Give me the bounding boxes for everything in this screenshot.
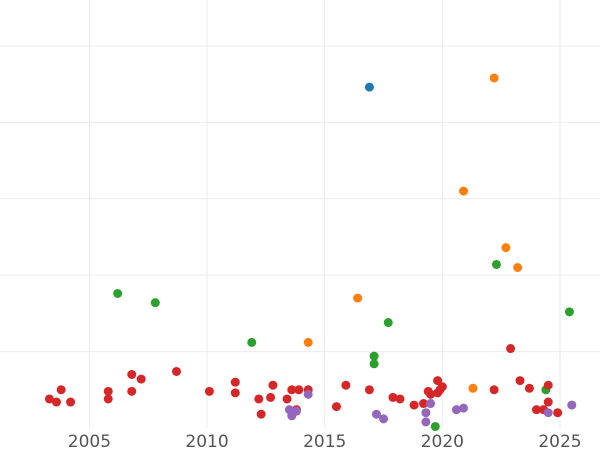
- data-point: [515, 376, 525, 386]
- data-point: [254, 394, 264, 404]
- data-point: [44, 394, 54, 404]
- data-point: [395, 394, 405, 404]
- data-point: [379, 414, 389, 424]
- data-point: [247, 337, 257, 347]
- data-point: [426, 389, 436, 399]
- data-point: [564, 307, 574, 317]
- x-axis-tick-labels: 2005 2010 2015 2020 2025: [68, 432, 582, 450]
- data-point: [459, 403, 469, 413]
- x-tick-label: 2015: [303, 432, 346, 450]
- data-point: [433, 376, 443, 386]
- data-point: [409, 400, 419, 410]
- data-point: [524, 383, 534, 393]
- data-point: [353, 293, 363, 303]
- data-point: [127, 370, 137, 379]
- data-point: [513, 263, 523, 272]
- data-point: [291, 406, 301, 416]
- data-point: [66, 397, 76, 407]
- data-point: [294, 385, 304, 395]
- data-point: [543, 397, 553, 407]
- data-point: [331, 402, 341, 412]
- data-point: [567, 400, 577, 410]
- data-point: [364, 82, 374, 92]
- data-point: [136, 374, 146, 384]
- data-point: [171, 366, 181, 376]
- data-point: [230, 377, 240, 387]
- x-tick-label: 2025: [538, 432, 581, 450]
- data-point: [430, 421, 440, 431]
- data-point: [150, 298, 160, 308]
- data-point: [303, 389, 313, 399]
- data-point: [489, 73, 499, 83]
- data-point: [543, 380, 553, 390]
- data-points: [44, 73, 577, 431]
- data-point: [489, 385, 499, 395]
- data-point: [230, 388, 240, 398]
- data-point: [127, 386, 137, 396]
- data-point: [56, 385, 66, 395]
- data-point: [103, 394, 113, 404]
- data-point: [419, 399, 429, 409]
- data-point: [501, 243, 511, 253]
- data-point: [204, 386, 214, 396]
- x-tick-label: 2020: [421, 432, 464, 450]
- data-point: [451, 405, 461, 415]
- data-point: [113, 288, 123, 298]
- data-point: [369, 359, 379, 369]
- data-point: [287, 385, 297, 395]
- data-point: [421, 417, 431, 427]
- data-point: [256, 409, 266, 419]
- data-point: [383, 318, 393, 328]
- data-point: [103, 386, 113, 396]
- data-point: [266, 392, 276, 402]
- data-point: [506, 344, 516, 354]
- data-point: [421, 408, 431, 418]
- data-point: [437, 382, 447, 392]
- data-point: [282, 394, 292, 404]
- data-point: [364, 385, 374, 395]
- data-point: [468, 383, 478, 393]
- data-point: [426, 399, 436, 409]
- data-point: [553, 408, 563, 418]
- data-point: [341, 380, 351, 390]
- data-point: [491, 259, 501, 269]
- data-point: [531, 405, 541, 415]
- x-tick-label: 2010: [185, 432, 228, 450]
- grid-lines: [0, 0, 600, 428]
- data-point: [369, 351, 379, 361]
- data-point: [543, 408, 553, 418]
- data-point: [268, 380, 278, 390]
- data-point: [303, 337, 313, 347]
- data-point: [459, 186, 469, 196]
- data-point: [371, 409, 381, 419]
- data-point: [388, 392, 398, 402]
- x-tick-label: 2005: [68, 432, 111, 450]
- data-point: [51, 397, 61, 407]
